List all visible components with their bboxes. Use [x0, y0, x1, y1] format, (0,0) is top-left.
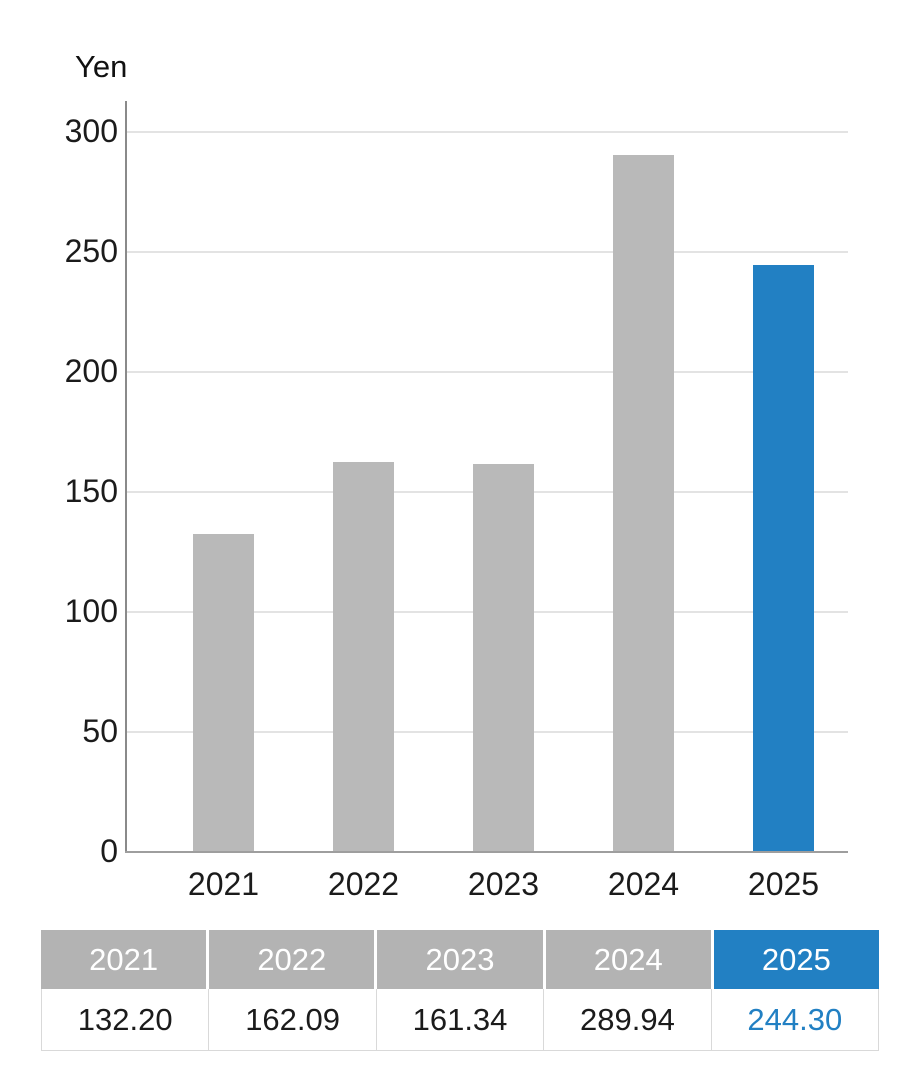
table-header-cell-2023[interactable]: 2023	[377, 930, 546, 989]
yearly-rates-table: 2021 2022 2023 2024 2025 132.20 162.09 161.34 2…	[41, 930, 880, 1051]
bar-2021[interactable]	[193, 534, 254, 851]
y-tick-label-250: 250	[64, 233, 118, 269]
table-values-row: 132.20 162.09 161.34 289.94 244.30	[41, 989, 879, 1051]
y-tick-label-50: 50	[82, 713, 118, 749]
gridline-300	[127, 131, 848, 133]
table-header-cell-2022[interactable]: 2022	[209, 930, 378, 989]
x-tick-label-2024: 2024	[607, 866, 680, 902]
x-tick-label-2021: 2021	[187, 866, 260, 902]
table-header-cell-2024[interactable]: 2024	[545, 930, 714, 989]
gridline-250	[127, 251, 848, 253]
bar-2022[interactable]	[333, 462, 394, 851]
y-tick-label-0: 0	[100, 833, 118, 869]
bar-2024[interactable]	[613, 155, 674, 851]
table-value-cell-2022: 162.09	[209, 989, 377, 1050]
table-header-row: 2021 2022 2023 2024 2025	[41, 930, 880, 989]
table-value-cell-2025: 244.30	[711, 989, 879, 1050]
x-tick-label-2022: 2022	[327, 866, 400, 902]
x-axis-line	[125, 851, 848, 853]
y-tick-label-150: 150	[64, 473, 118, 509]
table-header-cell-2021[interactable]: 2021	[41, 930, 210, 989]
gridline-200	[127, 371, 848, 373]
y-tick-label-200: 200	[64, 353, 118, 389]
y-tick-label-300: 300	[64, 113, 118, 149]
bar-2025[interactable]	[753, 265, 814, 851]
y-axis-line	[125, 101, 127, 853]
y-axis-title: Yen	[75, 49, 128, 84]
table-header-cell-2025[interactable]: 2025	[713, 930, 880, 989]
y-tick-label-100: 100	[64, 593, 118, 629]
table-value-cell-2024: 289.94	[544, 989, 712, 1050]
bar-chart-plot-area	[125, 101, 848, 853]
table-value-cell-2021: 132.20	[42, 989, 210, 1050]
x-tick-label-2025: 2025	[747, 866, 820, 902]
table-value-cell-2023: 161.34	[376, 989, 545, 1050]
bar-2023[interactable]	[473, 464, 534, 851]
x-tick-label-2023: 2023	[467, 866, 540, 902]
